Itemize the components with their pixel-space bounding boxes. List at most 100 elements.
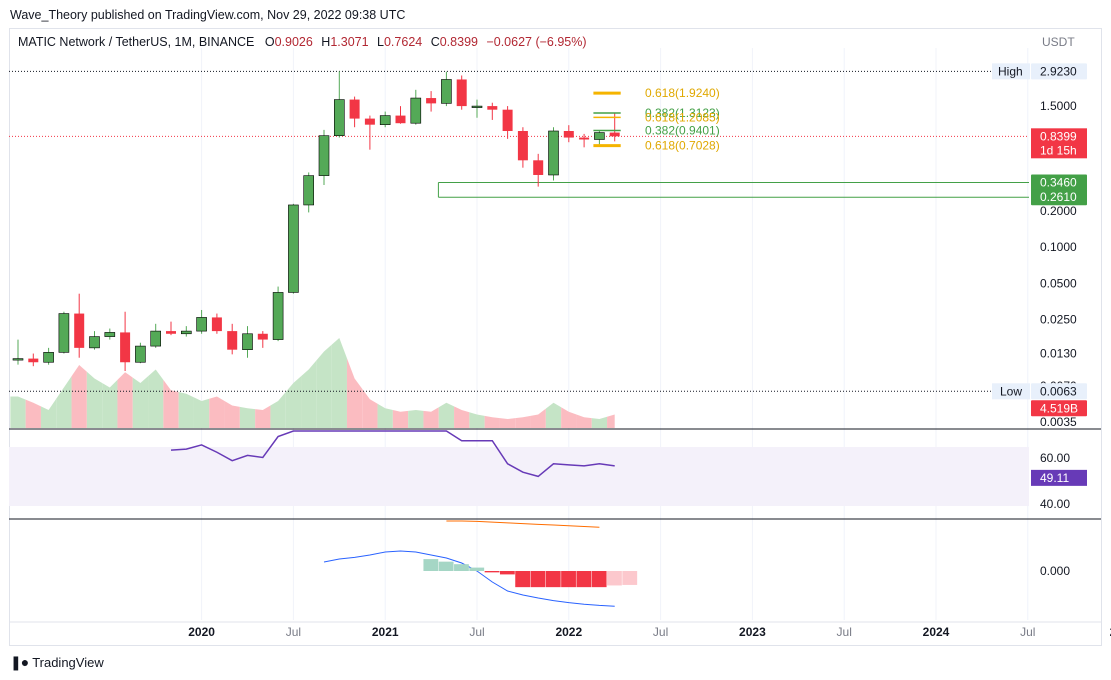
currency-label[interactable]: USDT bbox=[1042, 35, 1075, 49]
volume-segment bbox=[362, 388, 378, 428]
candle bbox=[74, 293, 85, 358]
candle-body bbox=[28, 358, 39, 363]
candle bbox=[379, 111, 391, 128]
fib-level-label: 0.382(1.3123) bbox=[645, 106, 720, 120]
candle-body bbox=[579, 137, 590, 140]
low-tag-bg bbox=[992, 383, 1030, 400]
volume-segment bbox=[438, 402, 455, 428]
volume-segment bbox=[515, 415, 531, 428]
time-tick-label: 2020 bbox=[188, 625, 215, 639]
candle bbox=[426, 91, 437, 112]
macd-histogram-bar bbox=[530, 571, 546, 588]
candle bbox=[120, 311, 131, 372]
last-price-countdown: 1d 15h bbox=[1040, 143, 1077, 157]
candle-body bbox=[517, 131, 528, 161]
candle bbox=[257, 331, 268, 348]
macd-histogram-bar bbox=[576, 571, 592, 588]
candle-body bbox=[318, 135, 330, 176]
symbol-name: MATIC Network / TetherUS, 1M, BINANCE bbox=[18, 35, 255, 49]
low-price-badge-text: 0.0063 bbox=[1040, 384, 1077, 398]
volume-segment bbox=[209, 396, 225, 428]
last-price-badge-bg bbox=[1031, 128, 1087, 159]
candle-body bbox=[104, 332, 116, 337]
candle bbox=[303, 172, 315, 213]
candle-body bbox=[43, 352, 54, 363]
time-tick-label: 2024 bbox=[923, 625, 950, 639]
candle-body bbox=[349, 99, 360, 119]
candle bbox=[104, 328, 116, 340]
volume-segment bbox=[499, 418, 516, 428]
volume-badge-text: 4.519B bbox=[1040, 401, 1078, 415]
volume-segment bbox=[561, 407, 577, 428]
volume-segment bbox=[545, 402, 562, 428]
candle-body bbox=[502, 109, 513, 132]
low-tag-label: Low bbox=[1000, 384, 1022, 398]
tradingview-logo-icon: ❚● bbox=[10, 654, 29, 670]
chart-frame bbox=[9, 28, 1102, 646]
support-top-badge: 0.3460 bbox=[1031, 174, 1087, 191]
support-top-badge-text: 0.3460 bbox=[1040, 176, 1077, 190]
rsi-pane: 60.00 40.00 49.11 bbox=[9, 430, 1087, 511]
rsi-upper-level: 60.00 bbox=[1040, 451, 1070, 465]
publish-note: Wave_Theory published on TradingView.com… bbox=[10, 8, 406, 22]
candle bbox=[181, 326, 192, 337]
macd-histogram-bar bbox=[545, 571, 561, 588]
volume-segment bbox=[469, 412, 485, 428]
macd-histogram-bar bbox=[454, 564, 469, 571]
volume-segment bbox=[331, 338, 347, 428]
volume-segment bbox=[224, 401, 240, 428]
volume-segment bbox=[10, 396, 26, 428]
candle bbox=[28, 353, 39, 367]
macd-histogram-bar bbox=[499, 571, 515, 575]
macd-histogram-bar bbox=[515, 571, 531, 588]
candle-body bbox=[563, 131, 574, 138]
candle bbox=[58, 311, 70, 354]
footer-brand[interactable]: ❚● TradingView bbox=[10, 654, 104, 671]
volume-segment bbox=[102, 379, 118, 428]
volume-segment bbox=[392, 410, 409, 428]
macd-histogram-bar bbox=[469, 567, 485, 571]
rsi-band bbox=[9, 447, 1029, 506]
high-price-badge-text: 2.9230 bbox=[1040, 64, 1077, 78]
time-tick-label: 202 bbox=[1110, 625, 1111, 639]
time-tick-label: 2022 bbox=[555, 625, 582, 639]
volume-segment bbox=[454, 406, 470, 428]
time-tick-label: Jul bbox=[1020, 625, 1035, 639]
candle-body bbox=[89, 336, 100, 349]
volume-segment bbox=[285, 376, 302, 428]
price-tick-label: 0.0035 bbox=[1040, 415, 1077, 429]
support-bottom-badge-text: 0.2610 bbox=[1040, 190, 1077, 204]
candle bbox=[166, 321, 176, 336]
candle-body bbox=[288, 204, 299, 293]
candle-body bbox=[257, 333, 268, 340]
macd-zero-label: 0.000 bbox=[1040, 564, 1070, 578]
high-price-badge-bg bbox=[1031, 63, 1087, 80]
candle-body bbox=[150, 330, 161, 347]
last-price-value: 0.8399 bbox=[1040, 129, 1077, 143]
time-tick-label: 2021 bbox=[372, 625, 399, 639]
macd-line bbox=[323, 550, 615, 607]
volume-area bbox=[10, 338, 615, 428]
time-tick-label: Jul bbox=[286, 625, 301, 639]
volume-segment bbox=[25, 399, 41, 428]
candle bbox=[471, 99, 483, 118]
support-bottom-badge-bg bbox=[1031, 189, 1087, 206]
candle-body bbox=[456, 79, 467, 107]
time-tick-label: Jul bbox=[469, 625, 484, 639]
volume-segment bbox=[377, 403, 393, 428]
price-tick-label: 0.0130 bbox=[1040, 347, 1077, 361]
rsi-value-badge: 49.11 bbox=[1040, 471, 1069, 485]
volume-segment bbox=[239, 406, 256, 428]
candle bbox=[487, 102, 498, 120]
time-tick-label: 2023 bbox=[739, 625, 766, 639]
macd-histogram-bar bbox=[438, 561, 454, 571]
candle bbox=[242, 326, 253, 358]
candle bbox=[395, 106, 406, 124]
candle bbox=[196, 309, 207, 334]
high-tag-bg bbox=[992, 63, 1030, 80]
candle-body bbox=[120, 332, 131, 363]
symbol-legend[interactable]: MATIC Network / TetherUS, 1M, BINANCE O0… bbox=[18, 35, 587, 49]
volume-badge: 4.519B bbox=[1031, 400, 1087, 417]
candle bbox=[135, 342, 146, 364]
